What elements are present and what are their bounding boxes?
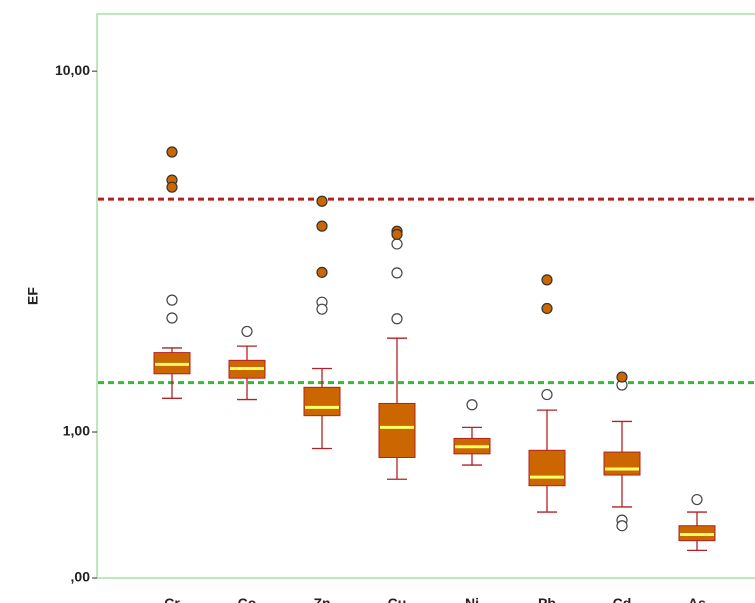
outlier [541,388,553,401]
outlier [391,238,403,250]
extreme [316,266,328,278]
outlier [616,520,628,532]
outlier [391,313,403,325]
x-tick-label: Pb [538,595,556,603]
extreme [166,181,178,193]
x-tick-label: Cu [388,595,407,603]
outlier [466,399,478,411]
extreme [316,195,328,207]
extreme [616,371,628,383]
x-tick-label: Cr [164,595,180,603]
outlier [241,325,253,338]
outlier [316,303,328,315]
y-tick-label: 10,00 [55,62,90,78]
box [603,451,641,476]
x-tick-label: Ni [465,595,479,603]
extreme [316,220,328,232]
extreme [541,274,553,286]
box [303,386,341,417]
x-tick-label: Cd [613,595,632,603]
x-tick-label: Zn [313,595,330,603]
outlier [691,493,703,506]
plot-frame [96,13,755,579]
x-tick-label: As [688,595,706,603]
outlier [166,294,178,306]
box [378,402,416,458]
outlier [391,267,403,279]
extreme [166,146,178,158]
y-tick-label: 1,00 [63,423,90,439]
outlier [166,312,178,324]
x-tick-label: Co [238,595,257,603]
y-axis-label: EF [25,287,41,305]
y-tick-label: ,00 [71,569,91,585]
box [528,449,566,487]
extreme [541,302,553,315]
extreme [391,228,403,240]
